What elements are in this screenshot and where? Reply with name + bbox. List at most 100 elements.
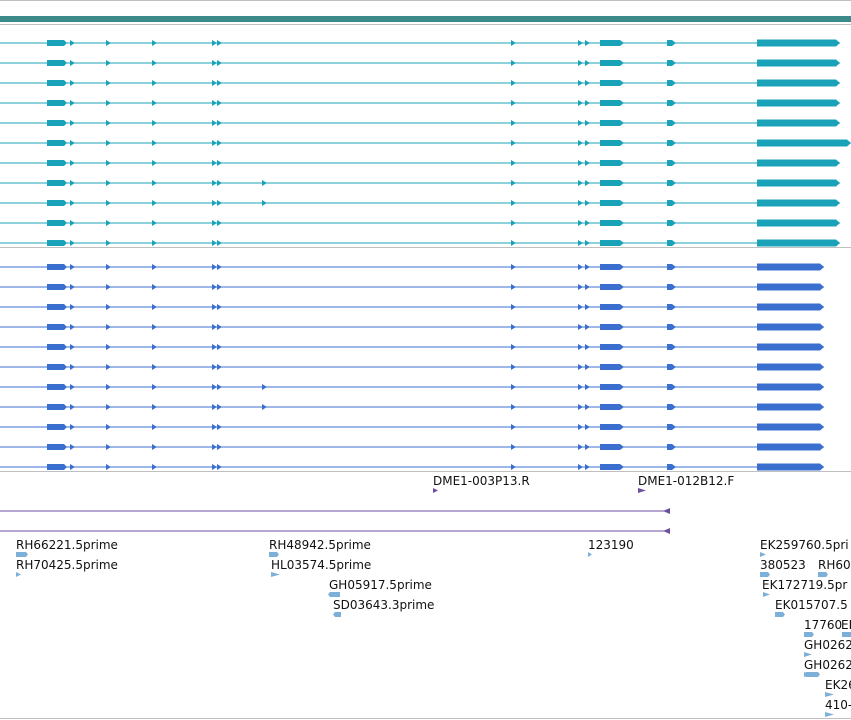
exon-arrow bbox=[578, 304, 583, 310]
transcript-row[interactable] bbox=[0, 159, 840, 167]
transcript-row[interactable] bbox=[0, 139, 851, 147]
transcript-row[interactable] bbox=[0, 179, 840, 187]
est-label[interactable]: RH66221.5prime bbox=[16, 538, 118, 552]
est-marker[interactable] bbox=[842, 632, 851, 637]
est-marker[interactable] bbox=[333, 612, 341, 617]
est-label[interactable]: GH05917.5prime bbox=[329, 578, 432, 592]
est-label[interactable]: 410- bbox=[825, 698, 851, 712]
transcript-row[interactable] bbox=[0, 303, 824, 311]
est-marker[interactable] bbox=[806, 672, 820, 677]
est-label[interactable]: RH60 bbox=[818, 558, 851, 572]
exon-arrow bbox=[70, 100, 75, 106]
est-track[interactable]: RH66221.5prime RH70425.5prime RH48942.5p… bbox=[0, 534, 851, 718]
est-marker[interactable] bbox=[16, 552, 28, 557]
transcript-row[interactable] bbox=[0, 119, 840, 127]
exon-arrow bbox=[262, 200, 267, 206]
est-label[interactable]: EK172719.5pr bbox=[762, 578, 848, 592]
est-label[interactable]: GH0262 bbox=[804, 638, 851, 652]
est-marker[interactable] bbox=[825, 712, 834, 717]
est-marker[interactable] bbox=[763, 592, 770, 597]
clone-label-2[interactable]: DME1-012B12.F bbox=[638, 474, 735, 488]
est-label[interactable]: 380523 bbox=[760, 558, 806, 572]
est-marker[interactable] bbox=[760, 552, 766, 557]
exon-block bbox=[667, 364, 676, 370]
exon-arrow bbox=[578, 100, 583, 106]
est-label[interactable]: EK015707.5 bbox=[775, 598, 848, 612]
est-marker[interactable] bbox=[775, 612, 785, 617]
transcript-row[interactable] bbox=[0, 283, 824, 291]
est-label[interactable]: EK26 bbox=[825, 678, 851, 692]
est-marker[interactable] bbox=[269, 552, 279, 557]
est-marker[interactable] bbox=[804, 652, 812, 657]
est-marker[interactable] bbox=[818, 572, 828, 577]
exon-block bbox=[47, 60, 67, 66]
exon-arrow bbox=[212, 100, 217, 106]
exon-arrow bbox=[152, 120, 157, 126]
est-label[interactable]: EK259760.5pri bbox=[760, 538, 849, 552]
est-label[interactable]: HL03574.5prime bbox=[271, 558, 372, 572]
divider-bottom bbox=[0, 718, 851, 719]
est-label[interactable]: 17760 bbox=[804, 618, 843, 632]
est-label[interactable]: SD03643.3prime bbox=[333, 598, 435, 612]
est-marker[interactable] bbox=[825, 692, 834, 697]
exon-block bbox=[600, 80, 624, 86]
transcript-row[interactable] bbox=[0, 39, 840, 47]
exon-arrow bbox=[70, 384, 75, 390]
exon-arrow bbox=[585, 284, 590, 290]
est-label[interactable]: GH0262 bbox=[804, 658, 851, 672]
exon-arrow bbox=[106, 284, 111, 290]
est-label[interactable]: RH48942.5prime bbox=[269, 538, 371, 552]
transcript-row[interactable] bbox=[0, 239, 840, 247]
exon-arrow bbox=[585, 464, 590, 470]
exon-arrow bbox=[212, 444, 217, 450]
transcript-row[interactable] bbox=[0, 323, 824, 331]
transcript-row[interactable] bbox=[0, 59, 840, 67]
exon-block bbox=[47, 404, 67, 410]
est-marker[interactable] bbox=[804, 632, 814, 637]
transcript-row[interactable] bbox=[0, 463, 824, 471]
exon-arrow bbox=[578, 264, 583, 270]
transcript-row[interactable] bbox=[0, 363, 824, 371]
transcript-row[interactable] bbox=[0, 343, 824, 351]
transcript-row[interactable] bbox=[0, 219, 840, 227]
gene-track-b[interactable] bbox=[0, 248, 851, 471]
exon-block bbox=[47, 364, 67, 370]
transcript-row[interactable] bbox=[0, 443, 824, 451]
clone-marker-2[interactable] bbox=[638, 488, 646, 493]
transcript-row[interactable] bbox=[0, 263, 824, 271]
est-label[interactable]: RH70425.5prime bbox=[16, 558, 118, 572]
exon-arrow bbox=[212, 120, 217, 126]
transcript-row[interactable] bbox=[0, 383, 824, 391]
exon-arrow bbox=[511, 404, 516, 410]
exon-arrow bbox=[585, 80, 590, 86]
clone-label-1[interactable]: DME1-003P13.R bbox=[433, 474, 530, 488]
est-marker[interactable] bbox=[588, 552, 592, 557]
exon-arrow bbox=[152, 40, 157, 46]
exon-arrow bbox=[511, 80, 516, 86]
exon-arrow bbox=[585, 120, 590, 126]
est-marker[interactable] bbox=[760, 572, 770, 577]
exon-arrow bbox=[578, 120, 583, 126]
exon-arrow bbox=[152, 240, 157, 246]
clone-end-track[interactable]: DME1-003P13.R DME1-012B12.F bbox=[0, 472, 851, 542]
exon-arrow bbox=[152, 384, 157, 390]
exon-arrow bbox=[212, 364, 217, 370]
transcript-row[interactable] bbox=[0, 99, 840, 107]
exon-arrow bbox=[106, 220, 111, 226]
transcript-row[interactable] bbox=[0, 403, 824, 411]
transcript-row[interactable] bbox=[0, 79, 840, 87]
est-label[interactable]: 123190 bbox=[588, 538, 634, 552]
exon-arrow bbox=[511, 100, 516, 106]
exon-block bbox=[667, 344, 676, 350]
clone-marker-1[interactable] bbox=[433, 488, 438, 493]
est-marker[interactable] bbox=[16, 572, 21, 577]
est-marker[interactable] bbox=[328, 592, 340, 597]
gene-track-a[interactable] bbox=[0, 24, 851, 247]
est-marker[interactable] bbox=[271, 572, 280, 577]
est-label[interactable]: EI bbox=[841, 618, 851, 632]
exon-arrow bbox=[511, 40, 516, 46]
transcript-row[interactable] bbox=[0, 423, 824, 431]
transcript-row[interactable] bbox=[0, 199, 840, 207]
exon-arrow bbox=[217, 120, 222, 126]
exon-arrow bbox=[70, 120, 75, 126]
